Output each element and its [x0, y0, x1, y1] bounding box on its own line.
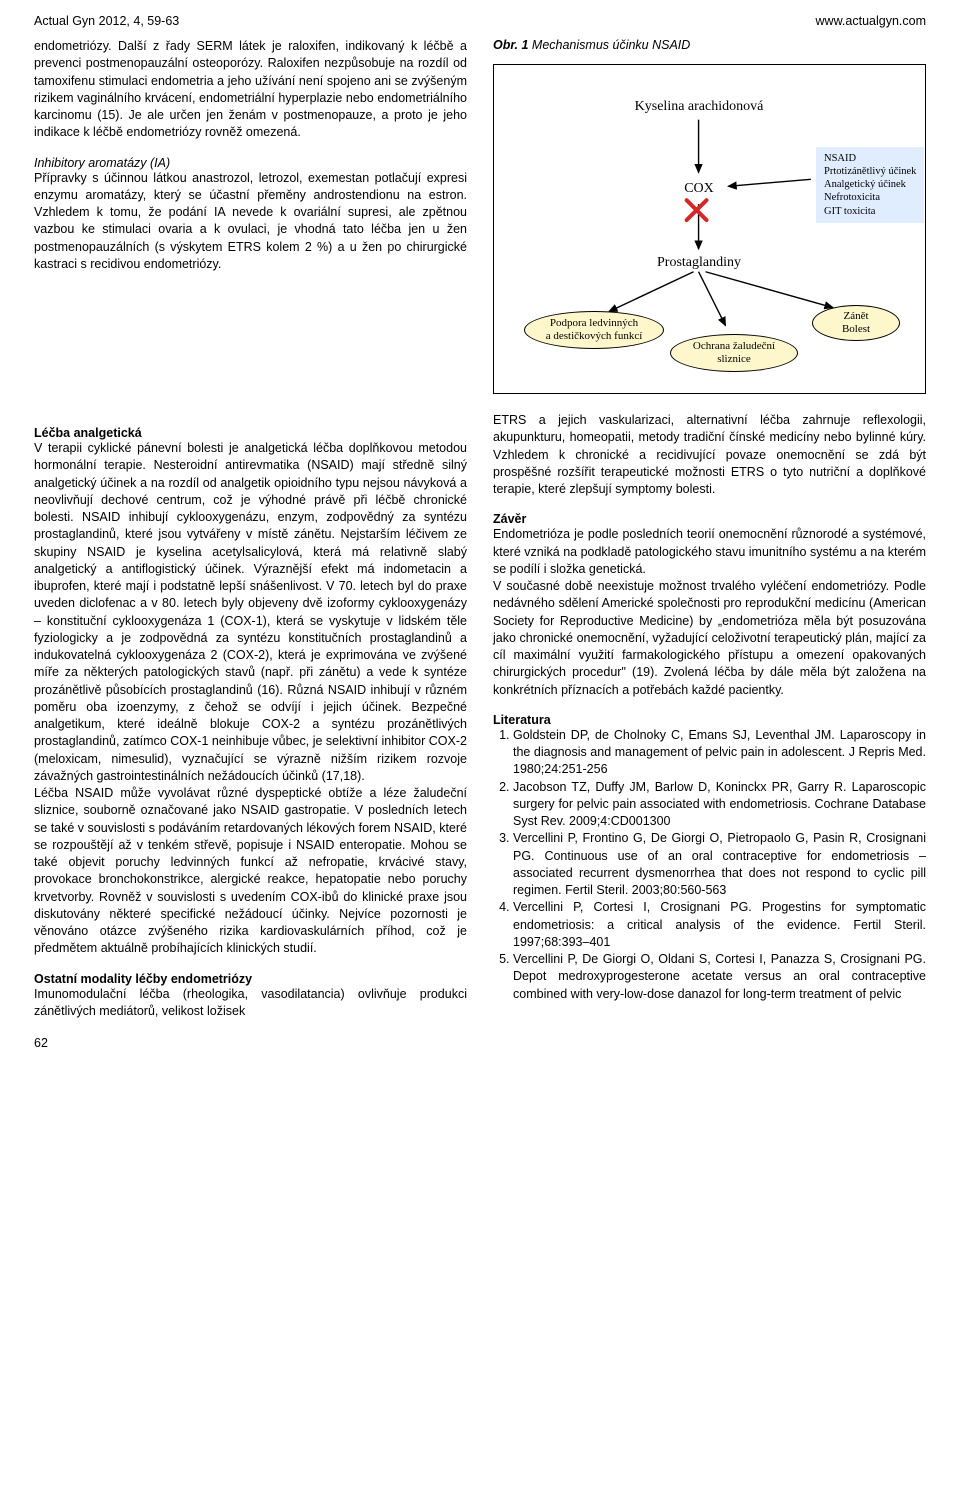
para-nsaid-side: Léčba NSAID může vyvolávat různé dyspept…: [34, 785, 467, 958]
ellipse-kidney: Podpora ledvinných a destičkových funkcí: [524, 311, 664, 349]
para-conclusion-2: V současné době neexistuje možnost trval…: [493, 578, 926, 699]
node-prostaglandins: Prostaglandiny: [657, 255, 741, 271]
reference-list: Goldstein DP, de Cholnoky C, Emans SJ, L…: [493, 727, 926, 1003]
right-col-lower: ETRS a jejich vaskularizaci, alternativn…: [493, 412, 926, 1020]
nsaid-info-box: NSAID Prtotizánětlivý účinek Analgetický…: [816, 147, 924, 223]
para-conclusion-1: Endometrióza je podle posledních teorií …: [493, 526, 926, 578]
ellipse-inflammation: Zánět Bolest: [812, 305, 900, 341]
ref-item: Vercellini P, Frontino G, De Giorgi O, P…: [513, 830, 926, 899]
left-col-upper: endometriózy. Další z řady SERM látek je…: [34, 38, 467, 412]
figure-title: Mechanismus účinku NSAID: [528, 38, 690, 52]
lower-columns: Léčba analgetická V terapii cyklické pán…: [34, 412, 926, 1020]
other-modalities-heading: Ostatní modality léčby endometriózy: [34, 972, 467, 986]
analgesic-heading: Léčba analgetická: [34, 426, 467, 440]
journal-ref: Actual Gyn 2012, 4, 59-63: [34, 14, 179, 28]
ref-item: Goldstein DP, de Cholnoky C, Emans SJ, L…: [513, 727, 926, 779]
para-immuno: Imunomodulační léčba (rheologika, vasodi…: [34, 986, 467, 1021]
ref-item: Jacobson TZ, Duffy JM, Barlow D, Koninck…: [513, 779, 926, 831]
figure-caption: Obr. 1 Mechanismus účinku NSAID: [493, 38, 926, 52]
ref-item: Vercellini P, Cortesi I, Crosignani PG. …: [513, 899, 926, 951]
node-arachidonic: Kyselina arachidonová: [635, 99, 764, 115]
ref-item: Vercellini P, De Giorgi O, Oldani S, Cor…: [513, 951, 926, 1003]
journal-url: www.actualgyn.com: [816, 14, 926, 28]
left-col-lower: Léčba analgetická V terapii cyklické pán…: [34, 412, 467, 1020]
literature-heading: Literatura: [493, 713, 926, 727]
upper-columns: endometriózy. Další z řady SERM látek je…: [34, 38, 926, 412]
para-serm: endometriózy. Další z řady SERM látek je…: [34, 38, 467, 142]
figure-label: Obr. 1: [493, 38, 528, 52]
conclusion-heading: Závěr: [493, 512, 926, 526]
page-header: Actual Gyn 2012, 4, 59-63 www.actualgyn.…: [34, 14, 926, 28]
para-analgesic: V terapii cyklické pánevní bolesti je an…: [34, 440, 467, 785]
node-cox: COX: [684, 181, 714, 197]
ia-heading: Inhibitory aromatázy (IA): [34, 156, 467, 170]
nsaid-diagram: Kyselina arachidonová COX Prostaglandiny…: [493, 64, 926, 394]
right-col-upper: Obr. 1 Mechanismus účinku NSAID: [493, 38, 926, 412]
page-number: 62: [34, 1036, 926, 1050]
ellipse-stomach: Ochrana žaludeční sliznice: [670, 334, 798, 372]
para-etrs: ETRS a jejich vaskularizaci, alternativn…: [493, 412, 926, 498]
para-ia: Přípravky s účinnou látkou anastrozol, l…: [34, 170, 467, 274]
